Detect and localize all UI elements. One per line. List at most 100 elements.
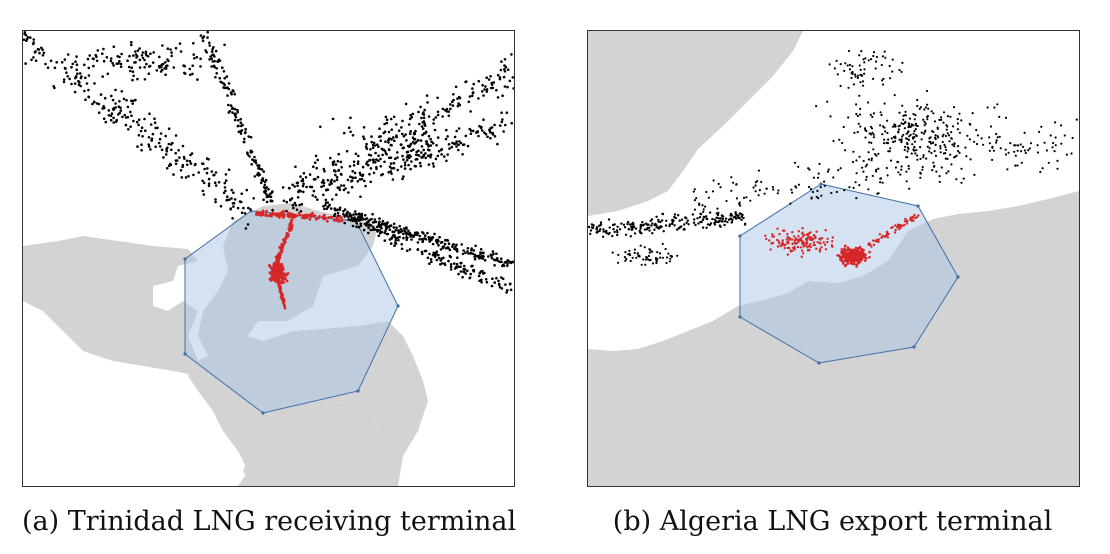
vessel-position-dot — [988, 142, 991, 145]
vessel-position-dot — [353, 210, 357, 213]
vessel-position-dot — [340, 184, 343, 187]
vessel-position-dot — [702, 208, 705, 211]
vessel-position-dot — [130, 99, 133, 103]
vessel-position-dot — [435, 258, 439, 262]
vessel-position-dot — [960, 167, 963, 170]
vessel-position-dot — [503, 58, 507, 61]
vessel-position-dot — [441, 115, 444, 118]
vessel-position-dot — [919, 106, 922, 109]
vessel-position-dot — [919, 176, 922, 179]
vessel-position-dot — [447, 259, 450, 263]
vessel-position-dot — [685, 221, 688, 224]
vessel-position-dot — [365, 223, 368, 227]
vessel-position-dot — [654, 258, 658, 261]
vessel-position-dot — [942, 121, 945, 124]
vessel-position-dot — [919, 146, 922, 149]
vessel-position-dot — [471, 129, 475, 133]
vessel-position-dot — [130, 43, 133, 47]
vessel-position-dot — [665, 261, 668, 265]
vessel-position-dot — [167, 142, 171, 146]
vessel-position-dot — [143, 58, 146, 62]
vessel-position-dot — [667, 252, 670, 255]
vessel-position-dot — [445, 110, 449, 113]
vessel-position-dot — [893, 94, 896, 97]
vessel-position-dot — [360, 177, 364, 181]
vessel-position-dot — [883, 142, 886, 145]
vessel-position-dot — [891, 70, 894, 73]
vessel-position-dot — [46, 66, 50, 69]
vessel-position-dot — [474, 244, 477, 248]
vessel-position-dot — [801, 231, 804, 234]
vessel-position-dot — [429, 258, 433, 261]
vessel-position-dot — [919, 171, 922, 174]
vessel-position-dot — [490, 284, 494, 288]
vessel-position-dot — [1004, 116, 1008, 119]
vessel-position-dot — [158, 137, 162, 141]
vessel-position-dot — [413, 231, 417, 235]
vessel-position-dot — [93, 100, 96, 104]
vessel-position-dot — [378, 231, 382, 235]
vessel-position-dot — [618, 228, 622, 231]
vessel-position-dot — [863, 72, 866, 75]
vessel-position-dot — [146, 55, 150, 58]
vessel-position-dot — [119, 65, 123, 69]
vessel-position-dot — [497, 279, 500, 283]
vessel-position-dot — [771, 185, 774, 189]
vessel-position-dot — [326, 206, 330, 209]
vessel-position-dot — [701, 218, 705, 221]
vessel-position-dot — [207, 184, 211, 188]
vessel-position-dot — [243, 212, 247, 215]
vessel-position-dot — [120, 52, 123, 56]
vessel-position-dot — [253, 175, 257, 178]
vessel-position-dot — [264, 214, 268, 217]
vessel-position-dot — [449, 107, 452, 111]
vessel-position-dot — [383, 160, 386, 164]
vessel-position-dot — [244, 127, 247, 131]
vessel-position-dot — [851, 72, 854, 75]
vessel-position-dot — [995, 141, 998, 144]
vessel-position-dot — [855, 197, 858, 200]
vessel-position-dot — [124, 123, 128, 127]
vessel-position-dot — [354, 212, 358, 216]
vessel-position-dot — [763, 192, 766, 195]
vessel-position-dot — [414, 153, 418, 157]
vessel-position-dot — [909, 218, 912, 221]
vessel-position-dot — [421, 237, 424, 241]
vessel-position-dot — [417, 110, 420, 114]
vessel-position-dot — [932, 112, 935, 115]
vessel-position-dot — [296, 196, 300, 199]
vessel-position-dot — [469, 110, 472, 113]
vessel-position-dot — [301, 216, 304, 220]
vessel-position-dot — [414, 158, 418, 161]
vessel-position-dot — [227, 168, 231, 171]
vessel-position-dot — [118, 59, 121, 63]
vessel-position-dot — [624, 259, 627, 262]
vessel-position-dot — [808, 236, 812, 239]
vessel-position-dot — [351, 134, 355, 137]
vessel-position-dot — [302, 190, 305, 194]
vessel-position-dot — [257, 174, 260, 177]
vessel-position-dot — [361, 165, 365, 169]
vessel-position-dot — [644, 258, 647, 261]
vessel-position-dot — [1013, 144, 1016, 147]
vessel-position-dot — [187, 175, 190, 178]
vessel-position-dot — [435, 239, 438, 242]
vessel-position-dot — [261, 213, 265, 217]
vessel-position-dot — [279, 272, 283, 275]
vessel-position-dot — [119, 62, 123, 66]
vessel-position-dot — [940, 116, 943, 119]
vessel-position-dot — [422, 116, 426, 120]
vessel-position-dot — [348, 165, 352, 168]
vessel-position-dot — [440, 148, 444, 151]
vessel-position-dot — [886, 236, 890, 239]
vessel-position-dot — [701, 226, 705, 229]
vessel-position-dot — [853, 262, 856, 266]
vessel-position-dot — [158, 55, 161, 59]
vessel-position-dot — [328, 183, 332, 186]
vessel-position-dot — [270, 274, 274, 277]
vessel-position-dot — [658, 226, 661, 229]
vessel-position-dot — [911, 143, 914, 146]
vessel-position-dot — [705, 226, 708, 229]
vessel-position-dot — [872, 77, 875, 80]
vessel-position-dot — [907, 126, 910, 129]
